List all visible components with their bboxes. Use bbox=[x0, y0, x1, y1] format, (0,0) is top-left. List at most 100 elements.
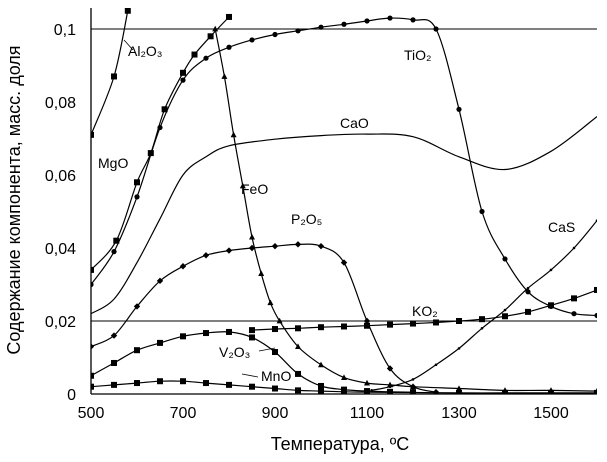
data-point-tio2 bbox=[387, 15, 393, 21]
data-point-mno bbox=[364, 389, 370, 394]
data-point-tio2 bbox=[111, 249, 117, 255]
data-point-mno bbox=[272, 385, 278, 392]
data-point-feo bbox=[221, 73, 228, 79]
data-point-p2o5 bbox=[179, 263, 187, 270]
data-point-p2o5 bbox=[248, 244, 256, 252]
series-line-feo bbox=[214, 28, 597, 392]
data-point-v2o3 bbox=[180, 333, 186, 340]
y-tick-labels: 0 0,02 0,04 0,06 0,08 0,1 bbox=[45, 22, 76, 404]
data-point-al2o3 bbox=[124, 8, 131, 14]
data-point-ko2 bbox=[548, 302, 554, 309]
data-point-tio2 bbox=[594, 312, 597, 319]
data-point-v2o3 bbox=[111, 359, 117, 366]
data-point-tio2 bbox=[456, 106, 462, 112]
data-point-mgo bbox=[113, 237, 120, 244]
data-point-p2o5 bbox=[363, 317, 371, 325]
data-point-p2o5 bbox=[225, 247, 233, 254]
data-point-tio2 bbox=[91, 281, 94, 288]
data-point-mno bbox=[456, 389, 462, 394]
series-line-cao bbox=[91, 116, 597, 315]
data-point-mno bbox=[91, 383, 94, 390]
data-point-p2o5 bbox=[386, 365, 394, 372]
series-line-cas bbox=[371, 220, 597, 391]
data-point-tio2 bbox=[157, 124, 163, 131]
data-point-ko2 bbox=[433, 319, 439, 326]
data-point-v2o3 bbox=[203, 330, 209, 337]
data-point-tio2 bbox=[479, 208, 485, 215]
data-point-tio2 bbox=[226, 44, 232, 50]
series-label-cao: CaO bbox=[340, 115, 369, 131]
series-label-v2o3: V₂O₃ bbox=[219, 344, 250, 360]
x-tick-label: 1300 bbox=[441, 405, 477, 422]
plot-frame bbox=[90, 8, 597, 395]
leader-mno bbox=[241, 373, 259, 378]
data-point-cas bbox=[595, 219, 597, 222]
data-point-tio2 bbox=[364, 18, 370, 24]
x-tick-labels: 500 700 900 1100 1300 1500 bbox=[78, 405, 569, 422]
data-point-ko2 bbox=[571, 295, 577, 302]
data-point-tio2 bbox=[502, 256, 508, 262]
data-point-ko2 bbox=[502, 313, 508, 320]
y-tick-label: 0,04 bbox=[45, 241, 76, 258]
x-tick-label: 500 bbox=[78, 405, 105, 422]
data-point-cas bbox=[411, 378, 415, 381]
y-tick-label: 0,06 bbox=[45, 168, 76, 185]
data-point-tio2 bbox=[571, 311, 577, 317]
data-point-ko2 bbox=[410, 320, 416, 327]
data-point-ko2 bbox=[295, 325, 301, 332]
data-point-mno bbox=[111, 381, 117, 388]
data-point-mno bbox=[249, 383, 255, 390]
data-point-v2o3 bbox=[226, 328, 232, 335]
data-point-v2o3 bbox=[272, 349, 278, 356]
data-point-cas bbox=[388, 385, 392, 389]
data-point-mno bbox=[157, 378, 163, 385]
data-point-tio2 bbox=[341, 21, 347, 27]
data-point-feo bbox=[295, 343, 301, 349]
data-point-ko2 bbox=[249, 327, 255, 334]
data-point-mno bbox=[594, 389, 597, 394]
data-point-v2o3 bbox=[91, 372, 94, 379]
data-point-p2o5 bbox=[271, 242, 279, 250]
data-point-p2o5 bbox=[202, 252, 210, 259]
data-point-feo bbox=[239, 182, 246, 189]
data-point-mgo bbox=[91, 266, 94, 273]
data-point-mno bbox=[502, 389, 508, 394]
data-point-p2o5 bbox=[156, 277, 164, 285]
x-tick-label: 1100 bbox=[350, 405, 385, 422]
data-point-ko2 bbox=[272, 326, 278, 333]
data-point-ko2 bbox=[318, 324, 324, 331]
data-point-v2o3 bbox=[157, 339, 163, 346]
data-point-feo bbox=[364, 379, 370, 386]
data-point-mno bbox=[548, 389, 554, 394]
data-point-ko2 bbox=[456, 318, 462, 324]
data-point-cas bbox=[434, 363, 438, 367]
series-line-ko2 bbox=[251, 289, 597, 331]
data-point-ko2 bbox=[341, 323, 347, 330]
data-point-tio2 bbox=[433, 26, 439, 32]
y-tick-label: 0,1 bbox=[54, 22, 76, 39]
data-point-p2o5 bbox=[133, 303, 141, 310]
data-point-ko2 bbox=[525, 308, 531, 315]
data-point-cas bbox=[503, 308, 507, 312]
data-point-p2o5 bbox=[317, 242, 325, 250]
data-point-ko2 bbox=[594, 286, 597, 293]
series-label-al2o3: Al₂O₃ bbox=[128, 43, 162, 59]
data-point-mgo bbox=[207, 33, 214, 40]
label-leaders bbox=[123, 39, 276, 378]
data-point-tio2 bbox=[134, 194, 140, 200]
series-label-mno: MnO bbox=[261, 368, 291, 384]
data-point-al2o3 bbox=[111, 73, 117, 80]
data-point-feo bbox=[318, 361, 324, 368]
data-point-ko2 bbox=[364, 322, 370, 329]
data-point-tio2 bbox=[525, 289, 531, 295]
data-point-ko2 bbox=[479, 316, 485, 323]
data-point-mgo bbox=[226, 13, 232, 20]
data-point-mno bbox=[410, 389, 416, 394]
y-axis-title: Содержание компонента, масс. доля bbox=[4, 45, 24, 354]
leader-al2o3 bbox=[123, 39, 134, 51]
series-label-cas: CaS bbox=[548, 219, 575, 235]
data-point-v2o3 bbox=[249, 334, 255, 341]
data-point-mgo bbox=[161, 106, 168, 113]
data-point-p2o5 bbox=[91, 343, 95, 350]
